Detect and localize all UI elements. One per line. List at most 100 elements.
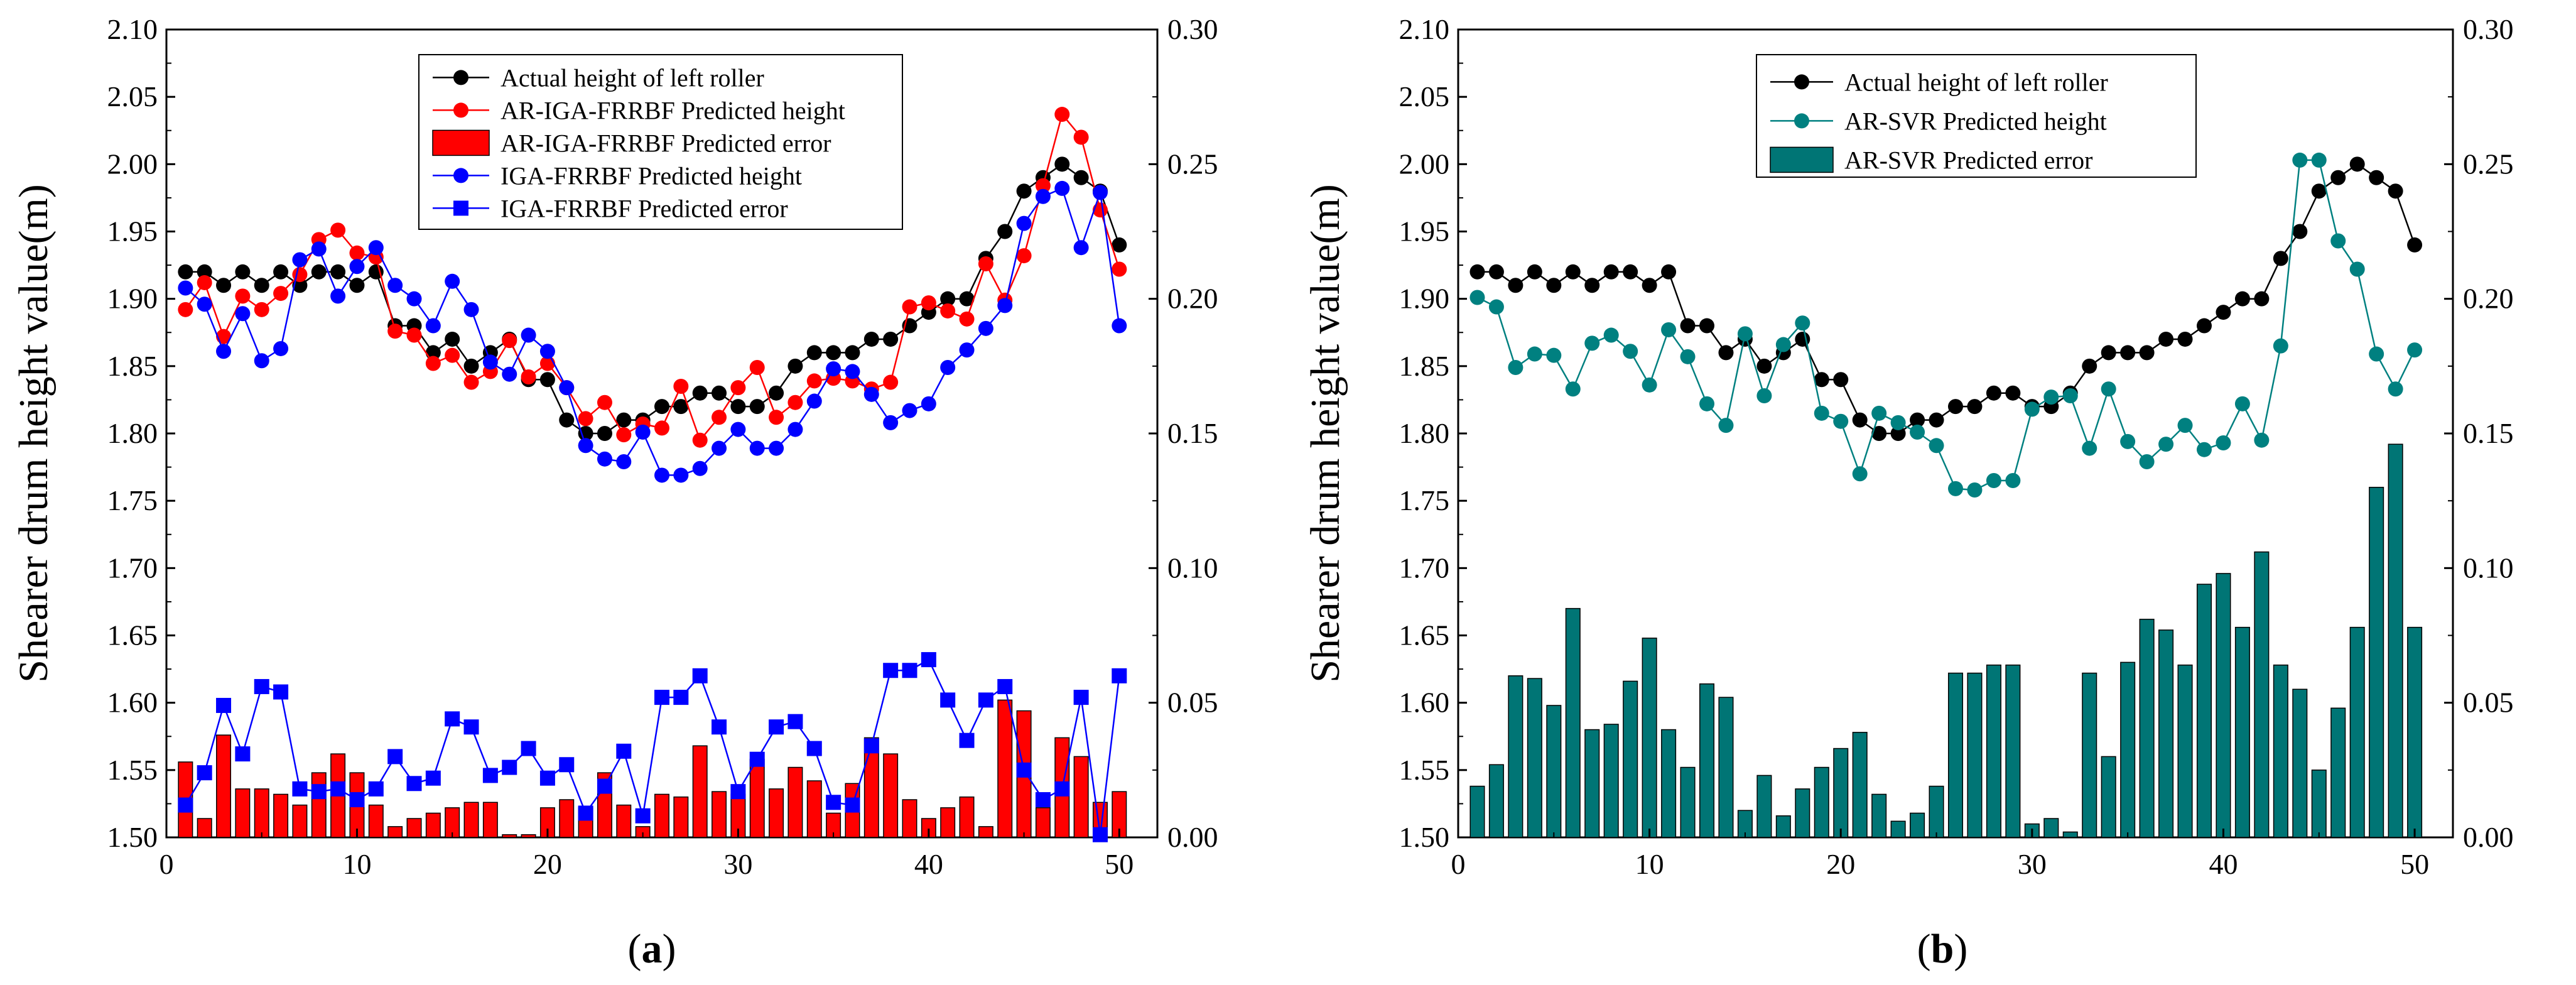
error-bar bbox=[406, 818, 422, 838]
error-bar bbox=[769, 788, 784, 838]
y-tick-label: 2.05 bbox=[1399, 80, 1450, 112]
data-point bbox=[539, 344, 555, 359]
y-tick-label: 1.95 bbox=[1399, 215, 1450, 248]
data-point bbox=[692, 460, 708, 476]
data-point bbox=[2311, 152, 2327, 168]
data-point bbox=[1680, 349, 1696, 364]
y-axis-label: Shearer drum height value(m) bbox=[11, 184, 57, 683]
data-point bbox=[1890, 415, 1906, 430]
data-point bbox=[2234, 291, 2250, 307]
data-point bbox=[1527, 264, 1542, 280]
error-bar bbox=[1814, 766, 1829, 838]
data-point bbox=[368, 240, 384, 256]
legend-entry-label: IGA-FRRBF Predicted height bbox=[501, 161, 802, 190]
y2-tick-label: 0.20 bbox=[1167, 283, 1218, 315]
data-point bbox=[1661, 264, 1677, 280]
y-tick-label: 2.00 bbox=[1399, 148, 1450, 180]
error-bar bbox=[806, 780, 822, 838]
y2-tick-label: 0.20 bbox=[2463, 283, 2514, 315]
y2-tick-label: 0.25 bbox=[1167, 148, 1218, 180]
data-point bbox=[349, 278, 365, 293]
data-point bbox=[978, 320, 993, 336]
data-point bbox=[1699, 318, 1714, 334]
error-bar bbox=[521, 834, 536, 838]
data-point bbox=[921, 396, 936, 411]
data-point bbox=[292, 252, 308, 268]
error-bar bbox=[959, 796, 975, 838]
data-point-square bbox=[178, 797, 193, 813]
data-point bbox=[273, 264, 289, 280]
data-point-square bbox=[845, 797, 860, 813]
data-point bbox=[254, 278, 269, 293]
x-tick-label: 30 bbox=[723, 848, 752, 880]
legend-entry-label: Actual height of left roller bbox=[1844, 68, 2108, 96]
error-bar bbox=[1035, 807, 1051, 838]
y2-tick-label: 0.30 bbox=[1167, 13, 1218, 45]
error-bar bbox=[2139, 619, 2155, 838]
error-bar bbox=[978, 826, 993, 838]
data-point bbox=[1756, 358, 1772, 374]
data-point bbox=[826, 345, 842, 361]
error-bar bbox=[235, 788, 251, 838]
data-point bbox=[2120, 433, 2136, 449]
data-point bbox=[1508, 278, 1523, 293]
data-point bbox=[1967, 482, 1983, 498]
data-point-square bbox=[578, 805, 593, 821]
data-point bbox=[2216, 305, 2231, 320]
data-point bbox=[349, 245, 365, 261]
data-point bbox=[2101, 381, 2116, 397]
error-bar bbox=[2311, 770, 2327, 838]
data-point bbox=[445, 347, 460, 363]
error-bar bbox=[2158, 629, 2174, 838]
error-bar bbox=[1890, 820, 1906, 838]
data-point bbox=[635, 424, 651, 440]
data-point bbox=[826, 361, 842, 377]
data-point bbox=[749, 359, 765, 375]
error-bar bbox=[2369, 486, 2384, 838]
data-point bbox=[1584, 278, 1600, 293]
legend-swatch-marker bbox=[453, 70, 468, 85]
data-point bbox=[1565, 264, 1581, 280]
data-point bbox=[673, 378, 689, 394]
data-point-square bbox=[406, 776, 422, 792]
data-point bbox=[1469, 264, 1485, 280]
data-point bbox=[1680, 318, 1696, 334]
error-bar bbox=[787, 766, 803, 838]
data-point bbox=[959, 311, 975, 327]
data-point bbox=[521, 327, 536, 343]
data-point bbox=[1948, 481, 1963, 496]
data-point bbox=[2024, 401, 2040, 417]
data-point-square bbox=[902, 663, 917, 678]
error-bar bbox=[2196, 584, 2212, 838]
data-point bbox=[463, 358, 479, 374]
data-point bbox=[1718, 345, 1734, 361]
data-point bbox=[1092, 185, 1108, 200]
y2-tick-label: 0.10 bbox=[1167, 552, 1218, 584]
data-point bbox=[482, 354, 498, 370]
data-point bbox=[692, 432, 708, 448]
data-point bbox=[406, 327, 422, 343]
data-point bbox=[597, 451, 612, 467]
y2-tick-label: 0.30 bbox=[2463, 13, 2514, 45]
data-point bbox=[978, 256, 993, 271]
legend-entry-label: AR-IGA-FRRBF Predicted error bbox=[501, 129, 831, 157]
data-point bbox=[2082, 440, 2097, 456]
error-bar bbox=[1986, 664, 2001, 838]
data-point bbox=[2407, 237, 2423, 253]
data-point bbox=[1871, 405, 1887, 421]
error-bar bbox=[254, 788, 269, 838]
error-bar bbox=[1584, 729, 1600, 838]
x-tick-label: 40 bbox=[2209, 848, 2238, 880]
error-bar bbox=[311, 772, 327, 838]
data-point bbox=[787, 358, 803, 374]
y-tick-label: 1.75 bbox=[1399, 484, 1450, 516]
error-bar bbox=[1718, 697, 1734, 838]
y-axis-label: Shearer drum height value(m) bbox=[1302, 184, 1348, 683]
data-point-square bbox=[769, 719, 784, 735]
error-bar bbox=[1967, 672, 1983, 838]
data-point bbox=[197, 275, 212, 290]
data-point bbox=[197, 264, 212, 280]
y-tick-label: 1.65 bbox=[1399, 619, 1450, 651]
data-point bbox=[806, 373, 822, 389]
